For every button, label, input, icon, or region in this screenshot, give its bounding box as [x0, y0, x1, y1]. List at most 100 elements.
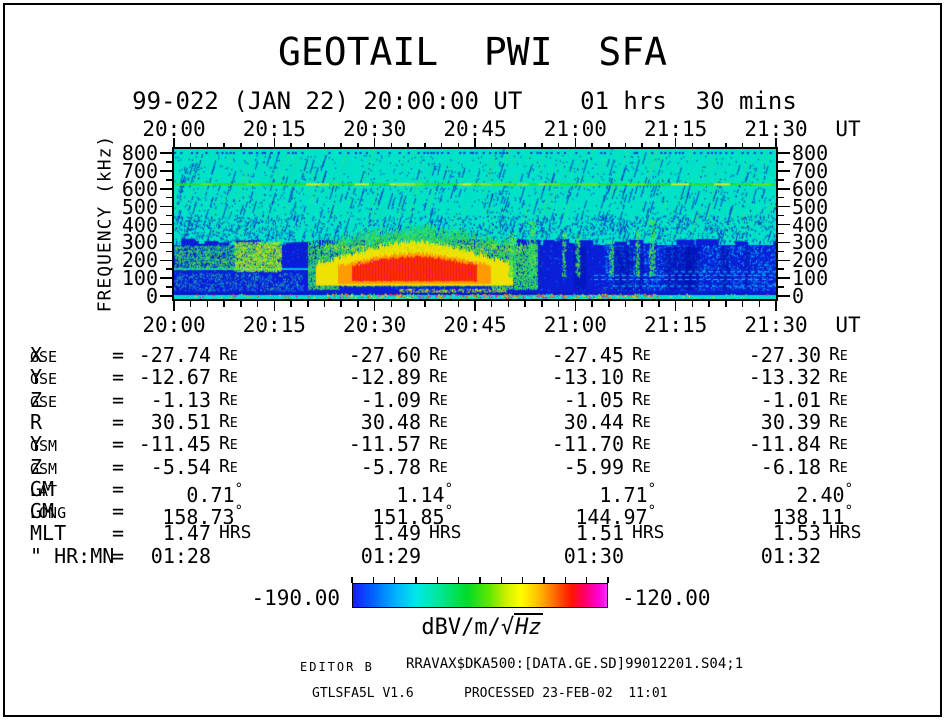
footer-processed-date: PROCESSED 23-FEB-02 11:01 [464, 686, 668, 701]
value-number: 01:30 [563, 543, 624, 568]
freq-label-right-600: 600 [792, 176, 829, 201]
degree-sign: ° [234, 503, 243, 520]
ephemeris-row-label: X GSE [30, 344, 57, 368]
unit-re: RE [829, 344, 848, 368]
minor-tick [424, 301, 426, 307]
minor-tick [524, 301, 526, 307]
ephemeris-value: 01:28 [61, 545, 211, 567]
unit-re-sub: E [229, 438, 238, 454]
ephemeris-value: -1.09 [271, 389, 421, 411]
unit-re: RE [829, 389, 848, 413]
ephemeris-value: 30.39 [671, 411, 821, 433]
freq-label-right-200: 200 [792, 248, 829, 273]
page-border [3, 3, 942, 717]
unit-re: RE [429, 411, 448, 435]
minor-tick [778, 250, 784, 253]
colorbar-tick [372, 577, 375, 583]
minor-tick [407, 143, 409, 148]
minor-tick [240, 143, 242, 148]
time-label-bottom-20:15: 20:15 [242, 313, 306, 337]
ephemeris-value: -13.32 [671, 366, 821, 388]
colorbar-tick [500, 577, 503, 583]
unit-re: RE [632, 389, 651, 413]
major-tick [474, 301, 476, 311]
major-tick [574, 301, 577, 311]
minor-tick [166, 179, 172, 181]
ephemeris-value: 1.71° [506, 478, 656, 506]
value-number: 1.47 [162, 521, 211, 546]
value-number: -12.67 [138, 365, 211, 390]
value-number: 158.73 [162, 505, 235, 530]
minor-tick [166, 161, 172, 163]
minor-tick [166, 286, 172, 288]
unit-re-main: R [829, 388, 840, 410]
minor-tick [541, 143, 543, 148]
unit-hrs: HRS [429, 522, 462, 544]
label-main: GM [30, 476, 55, 501]
minor-tick [591, 301, 593, 307]
freq-label-right-400: 400 [792, 212, 829, 237]
unit-re-main: R [429, 455, 440, 477]
ephemeris-value: 1.49 [271, 522, 421, 544]
minor-tick [541, 301, 543, 307]
minor-tick [256, 143, 259, 148]
unit-re: RE [632, 456, 651, 480]
unit-re-main: R [829, 366, 840, 388]
freq-label-right-100: 100 [792, 266, 829, 291]
equals-sign: = [112, 521, 125, 546]
colorbar-tick [543, 577, 545, 583]
minor-tick [166, 214, 172, 217]
unit-re-sub: E [439, 460, 448, 476]
minor-tick [691, 143, 694, 148]
minor-tick [758, 301, 761, 307]
colorbar-tick [393, 577, 396, 583]
ephemeris-value: -27.74 [61, 344, 211, 366]
spectrogram-canvas [174, 149, 776, 299]
unit-re: RE [632, 366, 651, 390]
value-number: -27.60 [348, 343, 421, 367]
colorbar-tick [564, 577, 567, 583]
time-label-bottom-21:00: 21:00 [543, 313, 607, 337]
major-tick [775, 301, 777, 311]
minor-tick [778, 179, 784, 181]
minor-tick [223, 143, 225, 148]
minor-tick [223, 301, 225, 307]
major-tick [778, 259, 790, 261]
value-number: 1.53 [772, 521, 821, 546]
minor-tick [340, 301, 342, 307]
minor-tick [357, 143, 359, 148]
major-tick [160, 241, 172, 244]
value-number: -1.09 [360, 387, 421, 412]
value-number: 138.11 [772, 505, 845, 530]
freq-label-left-400: 400 [121, 212, 158, 237]
minor-tick [424, 143, 426, 148]
unit-re-sub: E [439, 415, 448, 431]
freq-label-right-700: 700 [792, 158, 829, 183]
ephemeris-value: 1.47 [61, 522, 211, 544]
unit-re-main: R [632, 366, 643, 388]
time-axis-unit-label: UT [835, 117, 861, 141]
ephemeris-row-YGSE: Y GSE = -12.67 RE -12.89 RE -13.10 RE -13.32 RE [0, 366, 945, 388]
unit-re: RE [219, 344, 238, 368]
value-number: -11.57 [348, 432, 421, 457]
major-tick [674, 301, 677, 311]
major-tick [273, 301, 276, 311]
value-number: 1.71 [599, 482, 648, 507]
unit-re-sub: E [229, 415, 238, 431]
minor-tick [256, 301, 259, 307]
equals-sign: = [112, 343, 125, 367]
unit-re: RE [219, 411, 238, 435]
ephemeris-value: -11.57 [271, 433, 421, 455]
minor-tick [307, 301, 309, 307]
unit-re-sub: E [839, 371, 848, 387]
equals-sign: = [112, 499, 125, 524]
minor-tick [778, 161, 784, 163]
time-label-bottom-20:30: 20:30 [343, 313, 407, 337]
minor-tick [778, 268, 784, 270]
unit-hrs: HRS [219, 522, 252, 544]
value-number: 2.40 [796, 482, 845, 507]
unit-re-sub: E [839, 460, 848, 476]
ephemeris-row-label: " HR:MN [30, 543, 115, 568]
value-number: 144.97 [575, 505, 648, 530]
colorbar-tick [521, 577, 524, 583]
